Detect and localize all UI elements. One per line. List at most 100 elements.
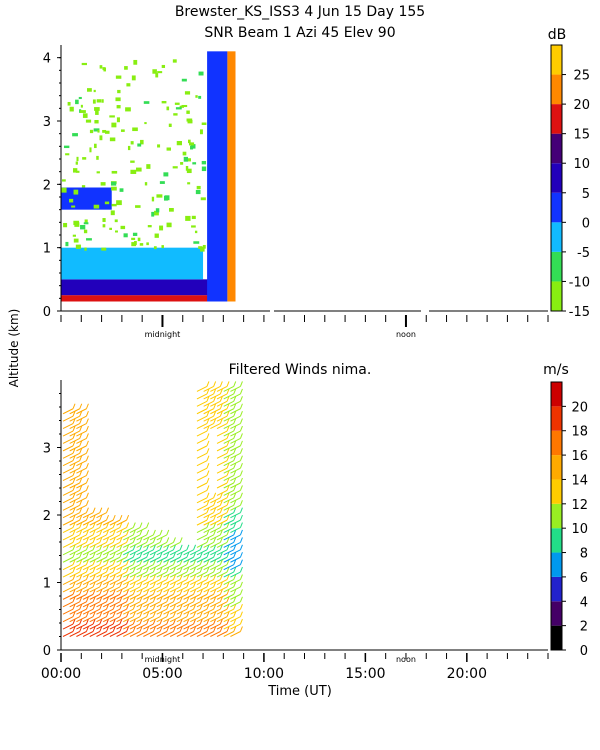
winds-x-axis-label: Time (UT)	[267, 684, 332, 699]
wind-barb-flag	[106, 552, 109, 558]
wind-barb	[62, 504, 74, 511]
wind-barb	[196, 564, 208, 571]
wind-barb	[176, 564, 188, 571]
wind-barb-flag	[126, 596, 130, 602]
wind-barb-flag	[206, 433, 210, 439]
snr-speckle	[101, 247, 107, 251]
wind-barb	[196, 534, 208, 541]
snr-colorbar-cell	[551, 74, 562, 105]
wind-barb-flag	[92, 596, 96, 602]
winds-colorbar-label: 2	[580, 620, 588, 635]
wind-barb-flag	[206, 514, 210, 521]
wind-barb-flag	[139, 522, 143, 528]
winds-colorbar-cell	[551, 528, 562, 553]
snr-speckle	[94, 119, 99, 124]
wind-barb	[196, 556, 208, 563]
wind-barb-flag	[199, 552, 203, 558]
wind-barb	[136, 549, 147, 556]
wind-barb	[203, 512, 214, 519]
wind-barb	[169, 571, 181, 578]
wind-barb-flag	[126, 529, 130, 536]
wind-barb-flag	[166, 537, 170, 543]
wind-barb	[203, 519, 214, 526]
wind-barb	[169, 631, 181, 637]
wind-barb	[230, 527, 241, 533]
wind-barb-flag	[72, 418, 76, 424]
wind-barb	[116, 631, 127, 637]
wind-barb-flag	[173, 589, 176, 595]
wind-barb	[69, 512, 80, 519]
wind-barb	[216, 519, 228, 526]
wind-barb-flag	[72, 611, 76, 617]
wind-barb-flag	[152, 618, 156, 625]
wind-barb-flag	[239, 477, 243, 484]
snr-speckle	[135, 205, 141, 208]
winds-colorbar-label: 20	[571, 400, 588, 415]
wind-barb	[109, 623, 121, 630]
wind-barb	[96, 549, 107, 556]
wind-barb	[163, 586, 174, 593]
wind-barb	[210, 556, 221, 563]
snr-speckle	[94, 107, 100, 111]
wind-barb	[116, 571, 127, 578]
wind-barb-flag	[206, 604, 210, 610]
wind-barb	[82, 586, 94, 593]
snr-speckle	[191, 215, 196, 220]
wind-barb-flag	[79, 537, 83, 543]
wind-barb	[136, 631, 147, 637]
wind-barb-flag	[72, 522, 76, 528]
snr-speckle	[163, 195, 168, 201]
wind-barb	[123, 616, 134, 623]
wind-barb	[62, 415, 74, 422]
wind-barb-flag	[106, 522, 109, 528]
wind-barb	[163, 616, 174, 623]
wind-barb	[156, 616, 168, 623]
wind-barb-flag	[119, 537, 123, 543]
wind-barb	[96, 519, 107, 526]
wind-barb	[203, 556, 214, 563]
wind-barb	[82, 571, 94, 578]
wind-barb	[196, 504, 208, 511]
wind-barb	[210, 519, 221, 526]
wind-barb	[123, 534, 134, 541]
snr-speckle	[195, 95, 198, 98]
wind-barb	[143, 549, 154, 556]
wind-barb-flag	[126, 559, 130, 565]
wind-barb-flag	[233, 626, 237, 632]
wind-barb-flag	[72, 440, 76, 447]
wind-barb-flag	[72, 425, 76, 432]
wind-barb	[156, 549, 168, 556]
wind-barb-flag	[213, 418, 217, 424]
wind-barb-flag	[233, 507, 237, 513]
wind-barb	[76, 504, 87, 511]
wind-barb-flag	[186, 611, 190, 617]
wind-barb-flag	[72, 559, 76, 565]
wind-barb	[123, 601, 134, 608]
winds-colorbar-frame	[550, 381, 563, 651]
wind-barb	[196, 430, 208, 437]
wind-barb	[96, 601, 107, 608]
snr-speckle	[181, 104, 188, 108]
snr-speckle	[102, 129, 107, 133]
snr-speckle	[73, 189, 79, 195]
wind-barb	[76, 482, 87, 489]
wind-barb	[76, 571, 87, 578]
wind-barb-flag	[99, 596, 103, 602]
wind-barb-flag	[186, 581, 190, 588]
wind-barb	[183, 623, 194, 630]
wind-barb	[216, 556, 228, 563]
wind-barb	[149, 608, 161, 615]
snr-speckle	[99, 65, 103, 69]
wind-barb-flag	[239, 403, 243, 409]
wind-barb-flag	[239, 418, 243, 424]
wind-barb-flag	[85, 500, 89, 506]
wind-barb	[210, 549, 221, 556]
wind-barb-flag	[139, 611, 143, 617]
winds-colorbar-label: 10	[571, 522, 588, 537]
wind-barb	[82, 608, 94, 615]
wind-barb	[203, 608, 214, 615]
wind-barb	[156, 601, 168, 608]
wind-barb	[216, 438, 228, 444]
wind-barb	[69, 601, 80, 608]
wind-barb	[82, 534, 94, 541]
